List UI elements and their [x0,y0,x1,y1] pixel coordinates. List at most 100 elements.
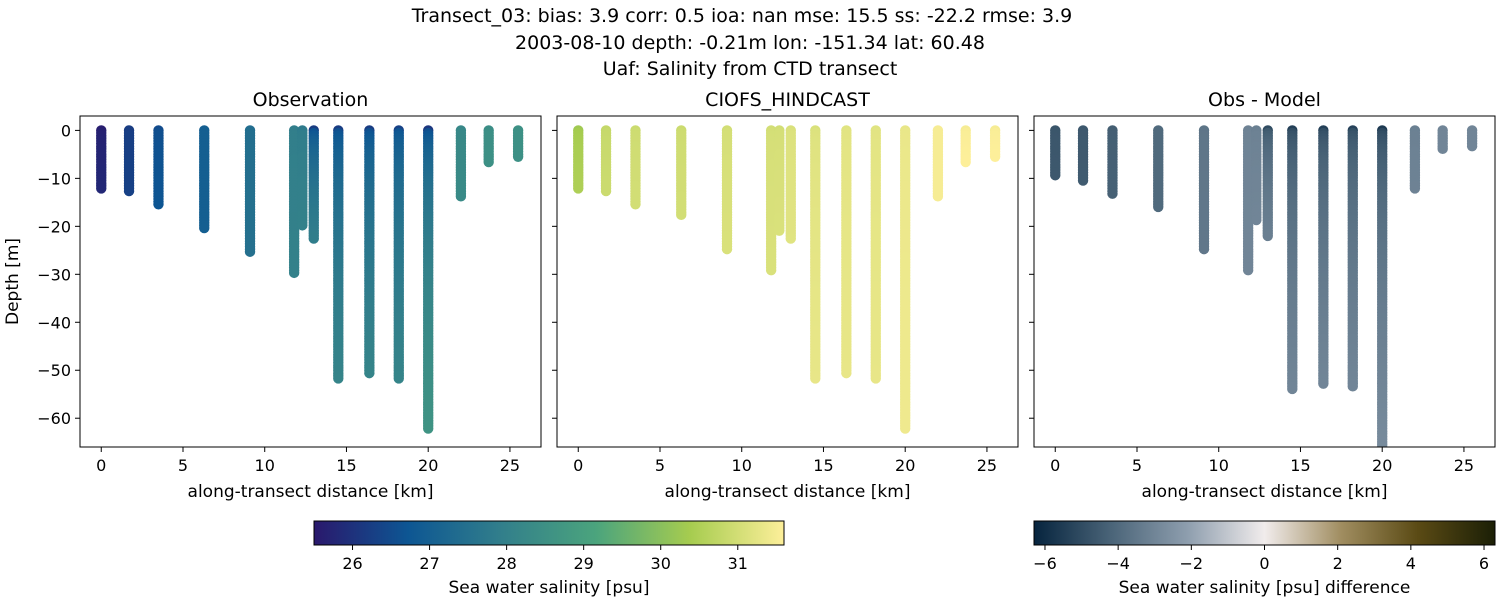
data-point [333,373,344,384]
data-point [1251,214,1262,226]
y-tick-label: −10 [37,169,71,188]
plot-frame [79,115,542,448]
data-point [123,185,135,197]
profile-6 [1251,125,1262,226]
profile-0 [573,125,584,194]
y-tick-label: −30 [37,265,71,284]
panel-title: CIOFS_HINDCAST [705,89,870,111]
x-tick-label: 25 [1454,456,1474,475]
data-point [308,233,319,244]
profile-3 [1153,125,1164,213]
profile-2 [153,125,164,210]
profile-7 [308,125,319,244]
x-tick-label: 10 [255,456,275,475]
data-point [870,373,881,384]
data-point [455,191,467,202]
x-axis-label: along-transect distance [km] [665,482,911,502]
profile-5 [765,125,777,276]
x-tick-label: 20 [1372,456,1392,475]
x-tick-label: 20 [895,456,915,475]
colorbar-tick-label: 26 [342,554,362,573]
data-point [1050,170,1061,181]
data-point [1242,265,1254,276]
x-tick-label: 15 [813,456,833,475]
panel-obs-minus-model: Obs - Model 0 5 10 15 20 25 along-transect di… [1029,89,1496,502]
colorbar-tick-label: −4 [1106,554,1130,573]
data-point [721,243,733,255]
data-point [900,423,911,434]
profile-14 [1466,125,1478,152]
x-axis: 0 5 10 15 20 25 [1050,447,1474,475]
colorbar-label: Sea water salinity [psu] [449,578,650,598]
profile-1 [123,125,135,197]
x-tick-label: 20 [418,456,438,475]
profile-0 [1050,125,1061,181]
colorbar-tick-label: 6 [1479,554,1489,573]
data-point [810,373,821,384]
profile-13 [483,125,494,168]
plot-frame [1033,115,1496,448]
data-point [630,199,641,210]
x-tick-label: 5 [178,456,188,475]
data-point [1077,175,1089,186]
profile-5 [288,125,300,279]
data-point [573,183,584,194]
profile-8 [333,125,344,384]
y-axis-label: Depth [m] [3,238,23,325]
profile-6 [297,125,308,231]
data-point [483,156,494,168]
data-point [774,225,785,236]
profile-4 [244,125,256,257]
panel-title: Obs - Model [1208,89,1321,111]
profile-10 [393,125,404,384]
data-point [297,220,308,231]
x-tick-label: 10 [732,456,752,475]
panel-title: Observation [253,89,369,111]
y-axis: 0 −10 −20 −30 −40 −50 −60 [37,121,80,428]
colorbar-tick-label: 2 [1333,554,1343,573]
title-line-source: Uaf: Salinity from CTD transect [603,58,898,80]
profile-2 [1107,125,1118,199]
profile-3 [199,125,210,234]
data-point [1287,383,1298,395]
scatter-marks [96,125,524,434]
data-point [932,191,944,202]
x-tick-label: 5 [655,456,665,475]
data-point [785,233,796,244]
colorbar-ticks: 26 27 28 29 30 31 [342,545,748,573]
x-tick-label: 0 [573,456,583,475]
colorbar-label: Sea water salinity [psu] difference [1119,578,1411,598]
data-point [1466,141,1478,152]
y-axis [552,129,557,419]
data-point [393,373,404,384]
profile-3 [676,125,687,221]
data-point [1437,143,1448,155]
profile-11 [1377,125,1388,447]
profile-4 [1198,125,1210,255]
profile-0 [96,125,107,194]
colorbar-tick-label: 29 [573,554,593,573]
profile-9 [364,125,375,379]
x-tick-label: 10 [1209,456,1229,475]
panel-ciofs-hindcast: CIOFS_HINDCAST 0 5 10 15 20 25 along-transect… [552,89,1019,502]
colorbar-tick-label: 30 [651,554,671,573]
colorbar-difference: −6 −4 −2 0 2 4 6 Sea water salinity [psu] diff… [1033,520,1496,598]
profile-4 [721,125,733,255]
data-point [1107,188,1118,199]
y-axis [1029,129,1034,419]
profile-2 [630,125,641,210]
x-tick-label: 0 [1050,456,1060,475]
profile-9 [1318,125,1329,389]
colorbar-tick-label: −6 [1033,554,1057,573]
figure-title: Transect_03: bias: 3.9 corr: 0.5 ioa: na… [411,5,1073,80]
profile-14 [512,125,524,162]
profile-10 [1347,125,1358,392]
panel-observation: Observation 0 5 10 15 20 25 0 −10 −20 −30 −40 −50 −… [3,89,542,502]
data-point [1377,441,1388,447]
y-tick-label: −40 [37,313,71,332]
x-axis-label: along-transect distance [km] [188,482,434,502]
profile-1 [600,125,612,197]
x-tick-label: 25 [977,456,997,475]
profile-10 [870,125,881,384]
colorbar-ticks: −6 −4 −2 0 2 4 6 [1033,545,1489,573]
